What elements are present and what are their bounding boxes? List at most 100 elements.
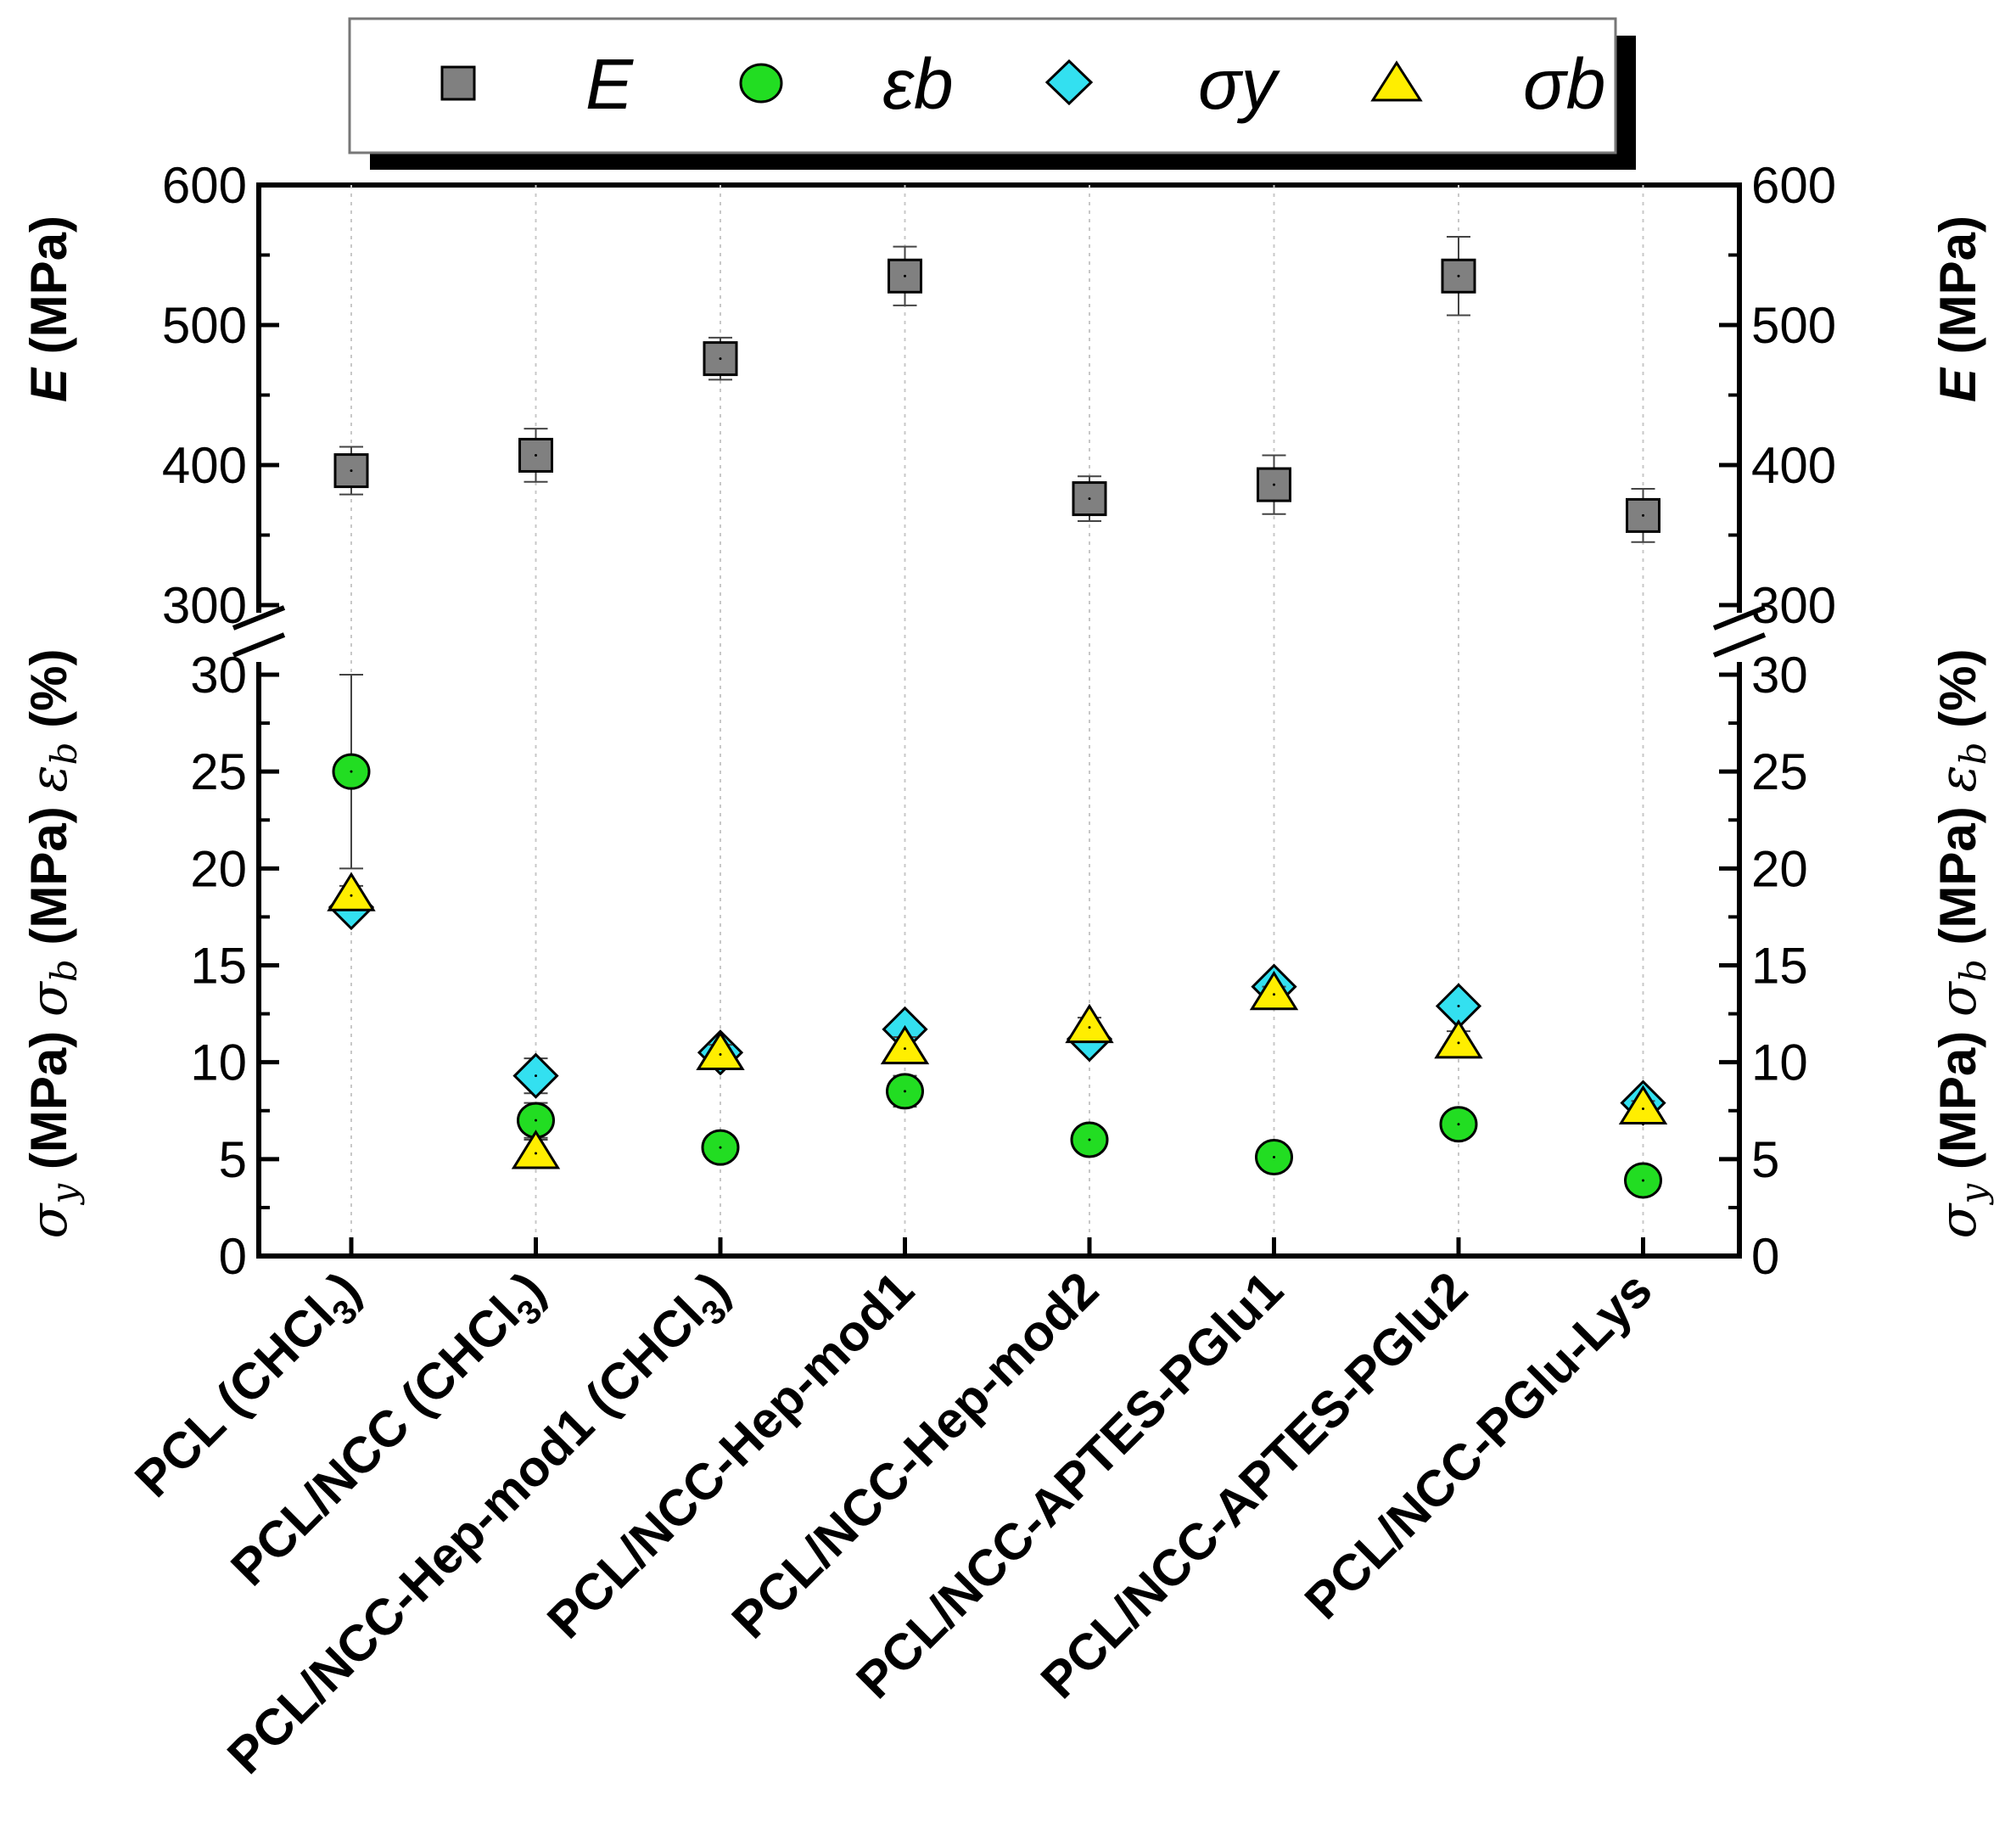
- legend-label-epsilon-b: εb: [882, 44, 954, 124]
- legend-box: [348, 17, 1617, 154]
- marker-center-dot: [1642, 513, 1644, 517]
- marker-center-dot: [1457, 274, 1460, 278]
- y-tick-label-left: 300: [162, 577, 247, 634]
- marker-square: [1441, 258, 1476, 294]
- axis-break-mark-right: [1712, 632, 1767, 658]
- point-circle: [886, 1073, 924, 1110]
- y-tick-label-right: 600: [1751, 157, 1836, 214]
- point-triangle: [880, 1024, 930, 1065]
- point-triangle: [511, 1130, 561, 1169]
- legend-marker-circle: [739, 63, 783, 104]
- marker-triangle: [1434, 1018, 1483, 1059]
- y-tick-label-left: 5: [219, 1131, 247, 1188]
- y-tick-label-left: 20: [190, 840, 247, 897]
- plot-border: [256, 182, 1742, 1259]
- marker-triangle: [1065, 1003, 1114, 1044]
- y-label-left-upper: E (MPa): [20, 216, 77, 402]
- marker-center-dot: [719, 1053, 722, 1057]
- point-triangle: [1249, 970, 1299, 1011]
- y-tick-label-left: 600: [162, 157, 247, 214]
- point-square: [518, 428, 553, 483]
- point-triangle: [1618, 1085, 1668, 1124]
- marker-triangle: [1249, 970, 1299, 1011]
- point-circle: [332, 674, 371, 870]
- marker-triangle: [327, 872, 376, 911]
- marker-center-dot: [1457, 1041, 1460, 1045]
- marker-center-dot: [350, 770, 353, 773]
- point-square: [1441, 236, 1476, 317]
- y-label-right-upper: E (MPa): [1929, 216, 1986, 402]
- marker-center-dot: [1088, 1026, 1091, 1029]
- y-tick-label-left: 400: [162, 437, 247, 494]
- marker-center-dot: [535, 1119, 537, 1122]
- marker-center-dot: [1273, 483, 1275, 486]
- legend-marker-triangle: [1370, 60, 1423, 102]
- point-square: [333, 446, 369, 496]
- point-triangle: [1065, 1003, 1114, 1044]
- point-square: [703, 336, 738, 381]
- y-tick-label-right: 30: [1751, 647, 1808, 704]
- point-diamond: [512, 1052, 559, 1099]
- axis-ticks: 300 300 400 400 500 500 600 600 0 0 5 5 10 10 15 15 20 20…: [162, 157, 1836, 1285]
- y-label-right-lower: σy (MPa) σb (MPa) εb (%): [1929, 649, 1994, 1239]
- marker-center-dot: [535, 1074, 537, 1078]
- axis-break-mark-right: [1712, 605, 1767, 631]
- y-tick-label-right: 0: [1751, 1228, 1779, 1285]
- point-circle: [1255, 1139, 1293, 1176]
- point-triangle: [1434, 1018, 1483, 1059]
- marker-center-dot: [719, 357, 722, 361]
- y-tick-label-right: 20: [1751, 840, 1808, 897]
- y-tick-label-right: 25: [1751, 743, 1808, 800]
- legend-marker-square: [440, 65, 476, 101]
- y-tick-label-left: 500: [162, 297, 247, 354]
- point-circle: [1439, 1106, 1478, 1143]
- point-square: [888, 245, 922, 306]
- marker-center-dot: [904, 1090, 906, 1093]
- y-tick-label-left: 0: [219, 1228, 247, 1285]
- marker-center-dot: [904, 274, 906, 278]
- y-tick-label-left: 15: [190, 938, 247, 995]
- marker-center-dot: [719, 1146, 722, 1149]
- axis-break-mark-left: [232, 605, 286, 631]
- y-tick-label-right: 10: [1751, 1035, 1808, 1091]
- marker-square: [518, 437, 553, 473]
- marker-center-dot: [1273, 993, 1275, 996]
- point-square: [1257, 454, 1291, 515]
- legend-label-sigma-y: σy: [1198, 44, 1281, 124]
- category-labels: PCL (CHCl3)PCL/NCC (CHCl3)PCL/NCC-Hep-mo…: [124, 1261, 1663, 1785]
- marker-triangle: [511, 1130, 561, 1169]
- y-tick-label-right: 300: [1751, 577, 1836, 634]
- y-tick-label-right: 500: [1751, 297, 1836, 354]
- point-square: [1626, 488, 1660, 543]
- legend: E εb σy σb: [348, 17, 1636, 170]
- point-triangle: [327, 872, 376, 911]
- marker-center-dot: [1642, 1179, 1644, 1182]
- marker-center-dot: [1273, 1156, 1275, 1159]
- y-label-left-lower: σy (MPa) σb (MPa) εb (%): [20, 649, 85, 1239]
- legend-label-sigma-b: σb: [1523, 44, 1605, 124]
- legend-marker-diamond: [1044, 59, 1094, 106]
- y-tick-label-left: 10: [190, 1035, 247, 1091]
- category-label: PCL/NCC-PGlu-Lys: [1294, 1261, 1663, 1630]
- marker-center-dot: [535, 453, 537, 457]
- marker-center-dot: [1457, 1123, 1460, 1126]
- marker-center-dot: [1457, 1004, 1460, 1007]
- marker-center-dot: [350, 894, 353, 897]
- y-tick-label-right: 400: [1751, 437, 1836, 494]
- marker-center-dot: [350, 469, 353, 473]
- grid-lines: [350, 185, 1644, 1256]
- marker-center-dot: [904, 1047, 906, 1051]
- point-triangle: [696, 1030, 745, 1071]
- legend-label-e: E: [585, 44, 634, 124]
- axis-break-mark-left: [232, 632, 286, 658]
- point-circle: [701, 1129, 740, 1166]
- marker-triangle: [1618, 1085, 1668, 1124]
- point-square: [1072, 475, 1107, 522]
- y-tick-label-right: 5: [1751, 1131, 1779, 1188]
- y-tick-label-left: 25: [190, 743, 247, 800]
- point-circle: [1624, 1162, 1662, 1199]
- marker-triangle: [880, 1024, 930, 1065]
- point-circle: [1070, 1121, 1109, 1158]
